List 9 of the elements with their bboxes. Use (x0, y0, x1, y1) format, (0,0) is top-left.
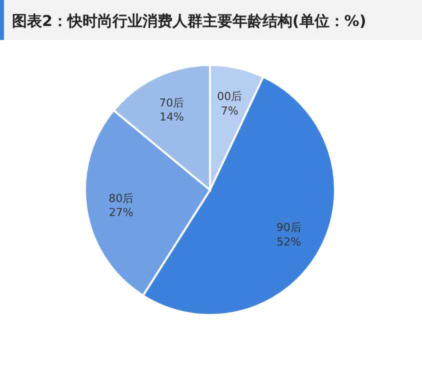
data-label: 52% (276, 235, 302, 248)
data-label: 7% (220, 104, 238, 118)
slice-label: 90后 (276, 221, 302, 234)
data-label: 14% (159, 110, 184, 124)
data-label: 27% (108, 206, 134, 220)
slice-label: 70后 (159, 96, 184, 110)
slice-label: 00后 (217, 90, 242, 103)
slice-label: 80后 (108, 192, 134, 205)
chart-title: 图表2：快时尚行业消费人群主要年龄结构(单位：%) (12, 12, 366, 30)
